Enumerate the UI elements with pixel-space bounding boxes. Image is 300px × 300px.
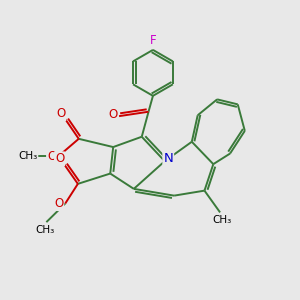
Text: N: N bbox=[164, 152, 173, 165]
Text: O: O bbox=[54, 197, 63, 210]
Text: O: O bbox=[47, 150, 56, 163]
Text: O: O bbox=[108, 108, 117, 121]
Text: O: O bbox=[56, 107, 65, 120]
Text: CH₃: CH₃ bbox=[212, 215, 231, 225]
Text: CH₃: CH₃ bbox=[18, 152, 38, 161]
Text: O: O bbox=[55, 152, 64, 165]
Text: F: F bbox=[150, 34, 156, 47]
Text: CH₃: CH₃ bbox=[35, 225, 55, 236]
